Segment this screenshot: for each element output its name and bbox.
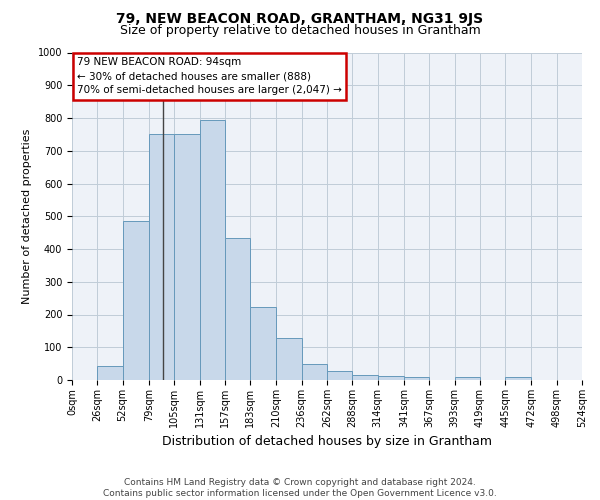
Bar [225,238,250,380]
Bar [122,220,149,380]
Bar [302,364,327,380]
Bar [327,371,352,380]
X-axis label: Distribution of detached houses by size in Grantham: Distribution of detached houses by size … [162,436,492,448]
Bar [505,377,532,380]
Text: Size of property relative to detached houses in Grantham: Size of property relative to detached ho… [119,24,481,37]
Bar [277,338,302,380]
Bar [352,375,377,380]
Y-axis label: Number of detached properties: Number of detached properties [22,128,32,304]
Bar [377,376,404,380]
Bar [199,120,225,380]
Bar [174,134,200,380]
Bar [250,308,277,380]
Text: 79, NEW BEACON ROAD, GRANTHAM, NG31 9JS: 79, NEW BEACON ROAD, GRANTHAM, NG31 9JS [116,12,484,26]
Bar [404,377,429,380]
Text: 79 NEW BEACON ROAD: 94sqm
← 30% of detached houses are smaller (888)
70% of semi: 79 NEW BEACON ROAD: 94sqm ← 30% of detac… [77,58,342,96]
Bar [455,378,480,380]
Text: Contains HM Land Registry data © Crown copyright and database right 2024.
Contai: Contains HM Land Registry data © Crown c… [103,478,497,498]
Bar [149,134,174,380]
Bar [97,366,122,380]
